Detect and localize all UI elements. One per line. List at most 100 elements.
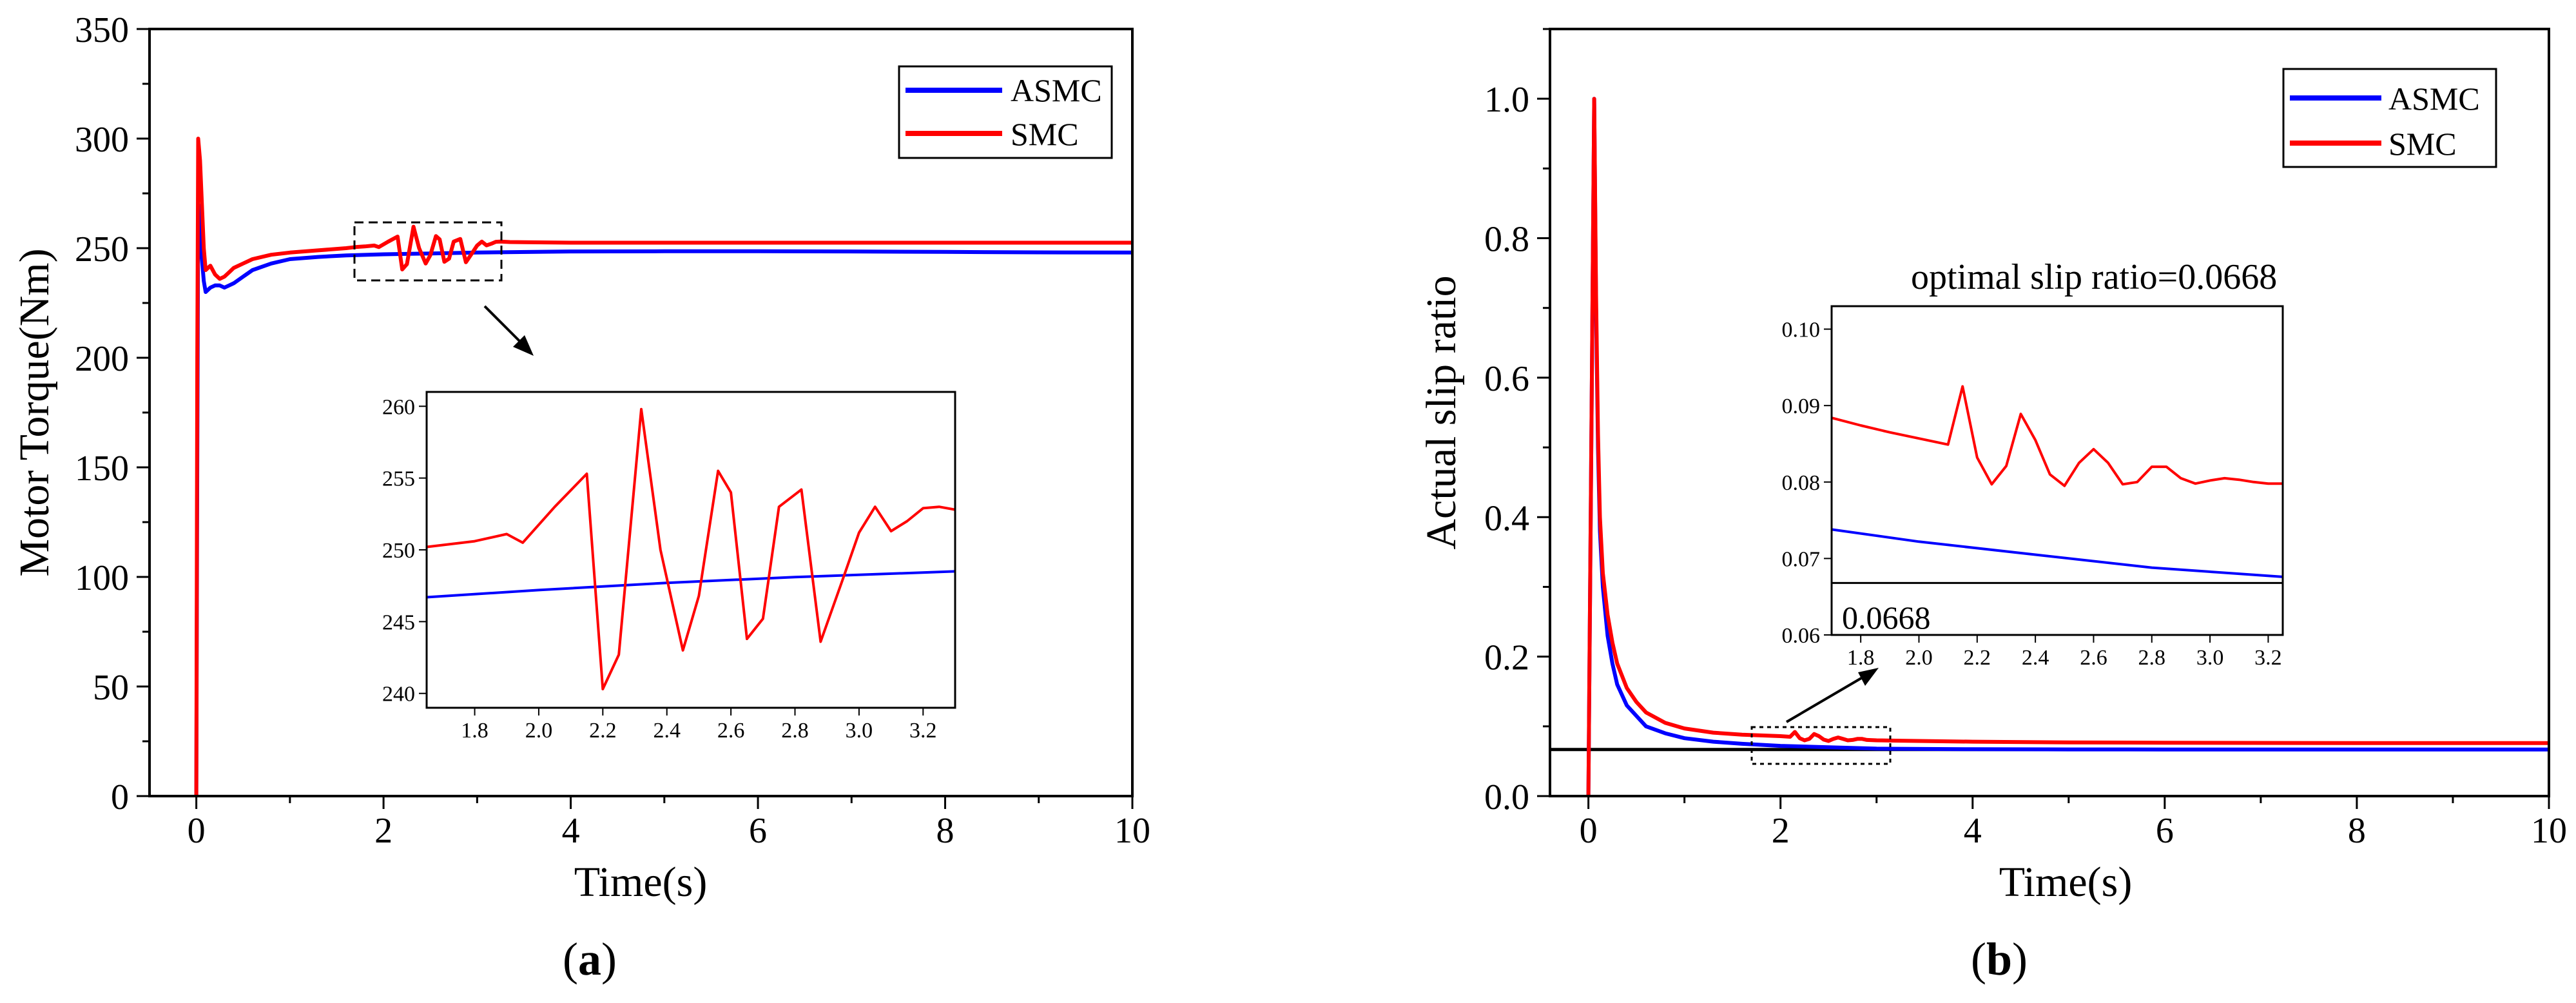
panel-a-inset-series-group	[427, 407, 955, 690]
panel-a-inset-x-tick-label: 2.0	[525, 719, 553, 743]
panel-a-inset-x-ticks: 1.8 2.0 2.2 2.4 2.6 2.8 3.0 3.2	[461, 708, 937, 743]
panel-b-inset-x-tick-label: 2.4	[2022, 646, 2049, 670]
panel-a-x-tick-label: 0	[188, 811, 206, 851]
panel-a-inset-y-ticks: 240 245 250 255 260	[382, 395, 427, 706]
panel-a-motor-torque: 0 2 4 6 8 10 0 50 100 150 200 250 300 350 Time(s) Mo…	[11, 10, 1150, 985]
panel-a-y-tick-label: 300	[75, 120, 129, 160]
panel-a-ylabel: Motor Torque(Nm)	[11, 248, 58, 576]
panel-a-y-tick-label: 100	[75, 558, 129, 598]
panel-a-inset-background	[427, 392, 955, 708]
panel-a-inset-x-tick-label: 3.2	[909, 719, 937, 743]
panel-b-inset-y-tick-label: 0.10	[1782, 318, 1821, 342]
panel-b-inset-series-line-asmc	[1832, 528, 2283, 578]
panel-b-x-tick-label: 6	[2156, 811, 2174, 851]
panel-b-y-ticks: 0.0 0.2 0.4 0.6 0.8 1.0	[1484, 28, 1550, 817]
panel-a-inset-x-tick-label: 3.0	[846, 719, 873, 743]
panel-b-y-tick-label: 0.8	[1484, 220, 1529, 260]
panel-b-inset-y-tick-label: 0.07	[1782, 547, 1821, 571]
panel-b-inset-x-tick-label: 2.2	[1964, 646, 1991, 670]
panel-b-legend: ASMC SMC	[2282, 68, 2497, 168]
panel-b-inset-x-tick-label: 3.0	[2196, 646, 2224, 670]
panel-a-x-ticks: 0 2 4 6 8 10	[188, 796, 1150, 851]
panel-b-inset-series-line-smc	[1832, 385, 2283, 487]
panel-a-zoom-region-box	[353, 221, 503, 282]
panel-b-inset-reference-label: 0.0668	[1842, 599, 1931, 636]
panel-b-inset-background	[1832, 306, 2283, 635]
panel-b-series-group	[1550, 97, 2549, 796]
panel-a-inset-x-tick-label: 2.2	[589, 719, 617, 743]
panel-b-inset-frame	[1830, 305, 2284, 636]
panel-a-x-tick-label: 10	[1114, 811, 1150, 851]
panel-a-legend-label-asmc: ASMC	[1011, 72, 1102, 108]
panel-a-y-tick-label: 350	[75, 10, 129, 50]
panel-b-inset-series-group	[1832, 385, 2283, 584]
panel-a-inset-x-tick-label: 1.8	[461, 719, 489, 743]
panel-b-inset-y-tick-label: 0.09	[1782, 394, 1821, 418]
panel-a-inset-y-tick-label: 255	[382, 467, 415, 491]
panel-a-inset-x-tick-label: 2.4	[653, 719, 681, 743]
panel-b-y-tick-label: 1.0	[1484, 80, 1529, 120]
panel-b-slip-ratio: 0 2 4 6 8 10 0.0 0.2 0.4 0.6 0.8 1.0 Time(s) Actua…	[1418, 28, 2567, 985]
panel-a-x-tick-label: 2	[374, 811, 392, 851]
panel-b-legend-box	[2282, 68, 2497, 168]
panel-b-inset-x-tick-label: 2.0	[1905, 646, 1933, 670]
panel-b-y-tick-label: 0.0	[1484, 777, 1529, 817]
panel-b-inset-y-ticks: 0.06 0.07 0.08 0.09 0.10	[1782, 318, 1832, 648]
panel-a-inset-x-tick-label: 2.8	[781, 719, 809, 743]
panel-b-x-tick-label: 8	[2348, 811, 2366, 851]
panel-a-caption: (a)	[563, 933, 617, 985]
panel-b-x-ticks: 0 2 4 6 8 10	[1580, 796, 2567, 851]
panel-b-plot-frame	[1549, 28, 2550, 797]
panel-b-caption: (b)	[1971, 933, 2028, 985]
panel-a-inset: 1.8 2.0 2.2 2.4 2.6 2.8 3.0 3.2 240 245 250 255 260	[382, 391, 956, 743]
panel-b-legend-label-asmc: ASMC	[2388, 81, 2480, 117]
panel-a-inset-y-tick-label: 260	[382, 395, 415, 419]
panel-b-inset-x-tick-label: 3.2	[2254, 646, 2282, 670]
panel-b-inset: 0.0668 1.8 2.0 2.2 2.4 2.6 2.8 3.0 3.2 0.06 0.07…	[1782, 305, 2284, 670]
panel-a-inset-y-tick-label: 245	[382, 610, 415, 634]
panel-a-y-tick-label: 50	[93, 668, 129, 708]
panel-a-x-tick-label: 4	[562, 811, 580, 851]
panel-a-zoom-arrow	[483, 305, 527, 348]
panel-b-inset-x-tick-label: 1.8	[1847, 646, 1875, 670]
panel-a-y-tick-label: 250	[75, 229, 129, 269]
panel-a-x-tick-label: 6	[749, 811, 767, 851]
panel-a-xlabel: Time(s)	[574, 859, 708, 906]
panel-b-zoom-region-box	[1750, 726, 1892, 765]
panel-a-inset-x-tick-label: 2.6	[717, 719, 745, 743]
panel-b-x-tick-label: 10	[2531, 811, 2567, 851]
panel-a-series-line-asmc	[194, 202, 1132, 796]
panel-b-y-tick-label: 0.6	[1484, 359, 1529, 399]
panel-b-y-tick-label: 0.2	[1484, 638, 1529, 678]
panel-a-y-tick-label: 200	[75, 339, 129, 379]
panel-b-optimal-slip-annotation: optimal slip ratio=0.0668	[1911, 257, 2277, 297]
panel-b-inset-x-tick-label: 2.8	[2138, 646, 2166, 670]
panel-b-ylabel: Actual slip ratio	[1418, 275, 1465, 549]
panel-b-x-tick-label: 2	[1772, 811, 1790, 851]
panel-a-legend-box	[898, 65, 1113, 159]
panel-a-series-line-smc	[194, 137, 1132, 796]
panel-a-y-ticks: 0 50 100 150 200 250 300 350	[75, 10, 150, 817]
panel-b-x-tick-label: 4	[1964, 811, 1982, 851]
panel-a-inset-series-line-smc	[427, 407, 955, 690]
panel-b-y-tick-label: 0.4	[1484, 498, 1529, 538]
panel-b-inset-x-tick-label: 2.6	[2080, 646, 2107, 670]
panel-a-x-tick-label: 8	[936, 811, 954, 851]
panel-a-y-tick-label: 150	[75, 449, 129, 489]
panel-b-x-tick-label: 0	[1580, 811, 1598, 851]
panel-a-legend-label-smc: SMC	[1011, 116, 1079, 152]
panel-a-zoom-arrowhead	[513, 335, 534, 356]
panel-a-inset-y-tick-label: 240	[382, 683, 415, 706]
panel-b-xlabel: Time(s)	[1999, 859, 2133, 906]
panel-b-legend-label-smc: SMC	[2388, 126, 2457, 162]
panel-b-inset-x-ticks: 1.8 2.0 2.2 2.4 2.6 2.8 3.0 3.2	[1847, 635, 2282, 670]
panel-a-y-tick-label: 0	[111, 777, 129, 817]
panel-a-inset-y-tick-label: 250	[382, 539, 415, 563]
panel-b-series-line-smc	[1586, 97, 2549, 796]
panel-a-legend: ASMC SMC	[898, 65, 1113, 159]
panel-b-zoom-arrowhead	[1858, 668, 1879, 686]
panel-a-series-group	[194, 137, 1132, 796]
panel-b-zoom-arrow	[1785, 672, 1870, 723]
panel-b-inset-y-tick-label: 0.08	[1782, 471, 1821, 495]
